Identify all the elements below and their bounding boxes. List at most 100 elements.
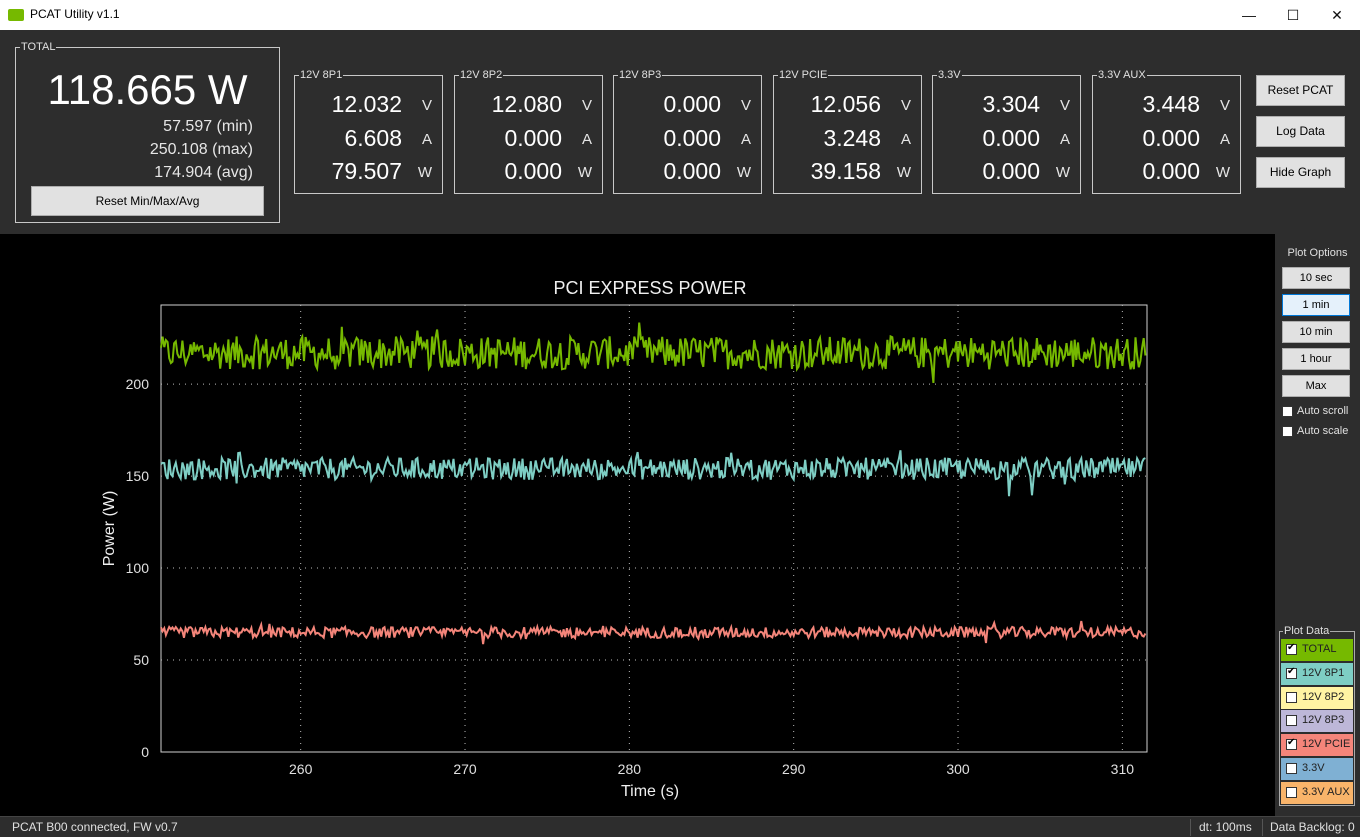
close-button[interactable]: ✕	[1331, 7, 1343, 23]
voltage-unit: V	[1219, 97, 1230, 114]
status-bar: PCAT B00 connected, FW v0.7 dt: 100ms Da…	[0, 816, 1360, 837]
data-backlog: Data Backlog: 0	[1270, 820, 1355, 834]
voltage-row: 3.448 V	[1093, 91, 1240, 121]
total-min: 57.597 (min)	[163, 118, 253, 135]
plot-data-checkbox[interactable]	[1286, 642, 1297, 655]
power-value: 0.000	[1142, 158, 1200, 184]
auto-scale-checkbox[interactable]	[1282, 426, 1293, 437]
readings-panel: TOTAL 118.665 W 57.597 (min) 250.108 (ma…	[0, 30, 1360, 234]
total-max: 250.108 (max)	[149, 141, 253, 158]
power-value: 0.000	[982, 158, 1040, 184]
channel-group: 3.3V 3.304 V 0.000 A 0.000 W	[932, 68, 1081, 194]
plot-data-item[interactable]: 12V PCIE	[1281, 734, 1353, 757]
power-row: 0.000 W	[1093, 158, 1240, 188]
plot-area: 260 270 280 290 300 310 0 50 100 150 200 PCI EXPRES…	[0, 234, 1275, 816]
voltage-unit: V	[1059, 97, 1070, 114]
window-title: PCAT Utility v1.1	[30, 7, 120, 21]
auto-scale-label: Auto scale	[1297, 425, 1349, 437]
y-tick-label: 100	[126, 560, 150, 576]
current-value: 0.000	[663, 125, 721, 151]
power-unit: W	[896, 164, 911, 181]
channel-group: 3.3V AUX 3.448 V 0.000 A 0.000 W	[1092, 68, 1241, 194]
current-row: 0.000 A	[1093, 125, 1240, 155]
plot-frame	[160, 304, 1148, 753]
power-value: 39.158	[810, 158, 881, 184]
plot-data-checkbox[interactable]	[1286, 715, 1297, 727]
power-value: 0.000	[663, 158, 721, 184]
channel-label: 3.3V	[937, 68, 962, 82]
reset-min-max-avg-button[interactable]: Reset Min/Max/Avg	[31, 186, 264, 216]
power-row: 39.158 W	[774, 158, 921, 188]
power-value: 79.507	[331, 158, 402, 184]
y-tick-label: 50	[133, 652, 149, 668]
plot-data-group: Plot Data	[1279, 624, 1355, 806]
status-separator	[1262, 819, 1263, 836]
x-tick-label: 290	[782, 761, 806, 777]
current-unit: A	[421, 131, 432, 148]
x-tick-label: 280	[618, 761, 642, 777]
range-button[interactable]: 10 sec	[1282, 267, 1350, 289]
range-button[interactable]: 1 min	[1282, 294, 1350, 316]
range-button[interactable]: Max	[1282, 375, 1350, 397]
current-value: 3.248	[823, 125, 881, 151]
current-unit: A	[900, 131, 911, 148]
voltage-row: 12.056 V	[774, 91, 921, 121]
plot-data-checkbox[interactable]	[1286, 666, 1297, 679]
voltage-row: 0.000 V	[614, 91, 761, 121]
title-bar: PCAT Utility v1.1 — ☐ ✕	[0, 0, 1360, 30]
connection-status: PCAT B00 connected, FW v0.7	[12, 820, 178, 834]
voltage-unit: V	[900, 97, 911, 114]
channel-label: 12V 8P3	[618, 68, 663, 82]
channel-label: 3.3V AUX	[1097, 68, 1147, 82]
plot-data-checkbox[interactable]	[1286, 786, 1297, 798]
range-button[interactable]: 10 min	[1282, 321, 1350, 343]
power-chart: 260 270 280 290 300 310 0 50 100 150 200 PCI EXPRES…	[101, 278, 1148, 800]
y-axis-label: Power (W)	[101, 491, 118, 567]
channel-group: 12V PCIE 12.056 V 3.248 A 39.158 W	[773, 68, 922, 194]
maximize-button[interactable]: ☐	[1286, 7, 1300, 23]
power-row: 0.000 W	[933, 158, 1080, 188]
plot-data-item[interactable]: TOTAL	[1281, 639, 1353, 661]
plot-data-checkbox[interactable]	[1286, 737, 1297, 751]
current-unit: A	[1059, 131, 1070, 148]
log-data-button[interactable]: Log Data	[1256, 116, 1345, 147]
y-tick-label: 200	[126, 376, 150, 392]
reset-pcat-button[interactable]: Reset PCAT	[1256, 75, 1345, 106]
power-value: 0.000	[504, 158, 562, 184]
current-row: 0.000 A	[614, 125, 761, 155]
plot-data-checkbox[interactable]	[1286, 691, 1297, 703]
plot-data-item[interactable]: 3.3V	[1281, 758, 1353, 780]
series-line	[160, 322, 1147, 383]
plot-data-label: 12V 8P3	[1302, 714, 1345, 727]
plot-data-label: 12V 8P1	[1302, 666, 1345, 679]
plot-data-checkbox[interactable]	[1286, 763, 1297, 774]
plot-data-item[interactable]: 12V 8P2	[1281, 686, 1353, 709]
channel-label: 12V 8P2	[459, 68, 504, 82]
auto-scroll-checkbox[interactable]	[1282, 406, 1293, 417]
minimize-button[interactable]: —	[1242, 7, 1256, 23]
plot-data-item[interactable]: 3.3V AUX	[1281, 781, 1353, 804]
hide-graph-button[interactable]: Hide Graph	[1256, 157, 1345, 188]
series-line	[160, 450, 1146, 497]
current-value: 0.000	[1142, 125, 1200, 151]
plot-data-item[interactable]: 12V 8P1	[1281, 662, 1353, 685]
plot-data-label: 3.3V	[1302, 762, 1325, 774]
range-button[interactable]: 1 hour	[1282, 348, 1350, 370]
power-unit: W	[1215, 164, 1230, 181]
plot-data-label: TOTAL	[1302, 643, 1337, 655]
plot-data-header: Plot Data	[1283, 624, 1331, 638]
current-unit: A	[1219, 131, 1230, 148]
y-tick-label: 0	[141, 744, 149, 760]
power-unit: W	[577, 164, 592, 181]
current-row: 0.000 A	[933, 125, 1080, 155]
channel-label: 12V 8P1	[299, 68, 344, 82]
voltage-row: 12.032 V	[295, 91, 442, 121]
voltage-row: 3.304 V	[933, 91, 1080, 121]
plot-options-header: Plot Options	[1287, 247, 1348, 259]
current-row: 6.608 A	[295, 125, 442, 155]
y-tick-label: 150	[126, 468, 150, 484]
current-unit: A	[740, 131, 751, 148]
power-unit: W	[1055, 164, 1070, 181]
plot-data-item[interactable]: 12V 8P3	[1281, 710, 1353, 733]
x-tick-label: 260	[289, 761, 313, 777]
